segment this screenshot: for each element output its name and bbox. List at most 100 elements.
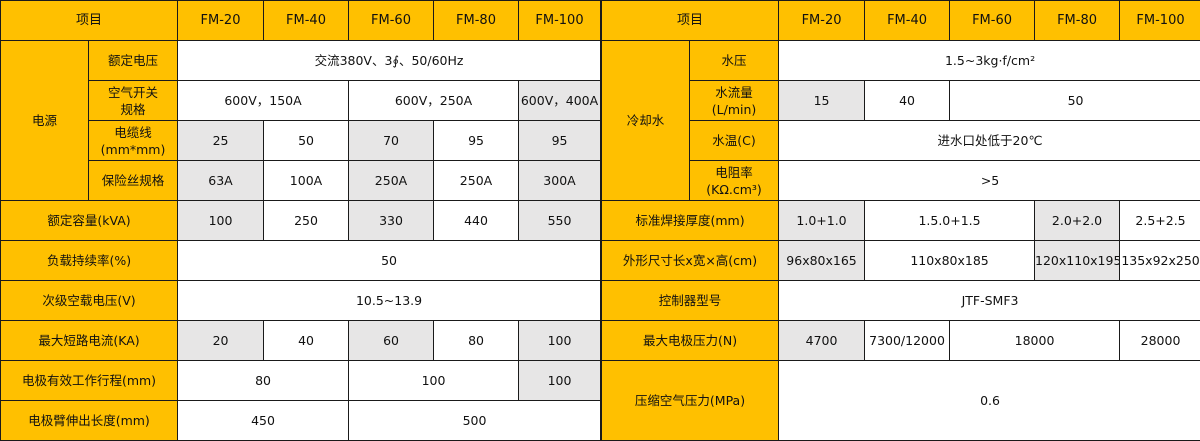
- table-row: 电极臂伸出长度(mm) 450 500: [0, 400, 602, 441]
- header-cell: 标准焊接厚度(mm): [601, 200, 780, 241]
- table-row: 水温(C) 进水口处低于20℃: [602, 120, 1200, 161]
- value-cell: 95: [518, 120, 602, 161]
- table-header-row: 项目 FM-20 FM-40 FM-60 FM-80 FM-100: [0, 0, 602, 41]
- value-cell: 2.0+2.0: [1034, 200, 1121, 241]
- value-cell: 10.5~13.9: [177, 280, 602, 321]
- header-cell: 电缆线 (mm*mm): [87, 120, 179, 161]
- header-cell: 电极臂伸出长度(mm): [0, 400, 179, 441]
- table-row: 空气开关 规格 600V，150A 600V，250A 600V，400A: [1, 80, 602, 121]
- header-cell: FM-20: [778, 0, 866, 41]
- value-cell: 进水口处低于20℃: [778, 120, 1200, 161]
- value-cell: 50: [263, 120, 350, 161]
- header-cell: 电极有效工作行程(mm): [0, 360, 179, 401]
- table-row: 控制器型号 JTF-SMF3: [601, 280, 1200, 321]
- table-row: 次级空载电压(V) 10.5~13.9: [0, 280, 602, 321]
- header-cell: 次级空载电压(V): [0, 280, 179, 321]
- table-row: 保险丝规格 63A 100A 250A 250A 300A: [1, 160, 602, 201]
- value-cell: 15: [778, 80, 866, 121]
- header-cell: 项目: [0, 0, 179, 41]
- value-cell: 250: [263, 200, 350, 241]
- value-cell: 96x80x165: [778, 240, 866, 281]
- header-cell: FM-60: [949, 0, 1036, 41]
- value-cell: 450: [177, 400, 350, 441]
- value-cell: 2.5+2.5: [1119, 200, 1200, 241]
- value-cell: 20: [177, 320, 265, 361]
- value-cell: 7300/12000: [864, 320, 951, 361]
- value-cell: 100: [348, 360, 520, 401]
- value-cell: 600V，250A: [348, 80, 520, 121]
- header-cell: FM-40: [263, 0, 350, 41]
- value-cell: 440: [433, 200, 520, 241]
- header-cell: 控制器型号: [601, 280, 780, 321]
- value-cell: 28000: [1119, 320, 1200, 361]
- header-cell: 最大电极压力(N): [601, 320, 780, 361]
- value-cell: 63A: [177, 160, 265, 201]
- spec-table-left: 项目 FM-20 FM-40 FM-60 FM-80 FM-100 电源 额定电压 交流380V…: [0, 0, 602, 441]
- value-cell: 18000: [949, 320, 1121, 361]
- header-cell: 负载持续率(%): [0, 240, 179, 281]
- header-cell: FM-100: [518, 0, 602, 41]
- value-cell: 600V，150A: [177, 80, 350, 121]
- table-row: 最大短路电流(KA) 20 40 60 80 100: [0, 320, 602, 361]
- value-cell: 300A: [518, 160, 602, 201]
- value-cell: 70: [348, 120, 435, 161]
- header-cell: FM-60: [348, 0, 435, 41]
- table-row: 负载持续率(%) 50: [0, 240, 602, 281]
- header-cell: 额定容量(kVA): [0, 200, 179, 241]
- value-cell: 0.6: [778, 360, 1200, 441]
- value-cell: 110x80x185: [864, 240, 1036, 281]
- table-row: 电缆线 (mm*mm) 25 50 70 95 95: [1, 120, 602, 161]
- header-cell: 水流量 (L/min): [689, 80, 780, 121]
- header-cell: 最大短路电流(KA): [0, 320, 179, 361]
- value-cell: 50: [177, 240, 602, 281]
- table-row: 外形尺寸长x宽×高(cm) 96x80x165 110x80x185 120x110x…: [601, 240, 1200, 281]
- spec-table-right: 项目 FM-20 FM-40 FM-60 FM-80 FM-100 冷却水 水压 1.5~3kg…: [601, 0, 1200, 441]
- header-cell: 空气开关 规格: [87, 80, 179, 121]
- value-cell: 1.5~3kg·f/cm²: [778, 40, 1200, 81]
- header-cell: FM-80: [433, 0, 520, 41]
- value-cell: 100: [177, 200, 265, 241]
- value-cell: 交流380V、3∮、50/60Hz: [177, 40, 602, 81]
- value-cell: 1.0+1.0: [778, 200, 866, 241]
- value-cell: 250A: [433, 160, 520, 201]
- value-cell: 250A: [348, 160, 435, 201]
- table-row: 额定容量(kVA) 100 250 330 440 550: [0, 200, 602, 241]
- header-cell: 外形尺寸长x宽×高(cm): [601, 240, 780, 281]
- header-cell: 冷却水: [601, 40, 691, 201]
- header-cell: 额定电压: [87, 40, 179, 81]
- value-cell: 135x92x250: [1119, 240, 1200, 281]
- table-row: 水流量 (L/min) 15 40 50: [602, 80, 1200, 121]
- value-cell: JTF-SMF3: [778, 280, 1200, 321]
- table-row: 电源 额定电压 交流380V、3∮、50/60Hz: [0, 40, 602, 201]
- header-cell: 压缩空气压力(MPa): [601, 360, 780, 441]
- table-row: 冷却水 水压 1.5~3kg·f/cm²: [601, 40, 1200, 201]
- header-cell: 电阻率 (KΩ.cm³): [689, 160, 780, 201]
- header-cell: 项目: [601, 0, 780, 41]
- header-cell: 电源: [0, 40, 89, 201]
- value-cell: 120x110x195: [1034, 240, 1121, 281]
- value-cell: 4700: [778, 320, 866, 361]
- value-cell: 100: [518, 320, 602, 361]
- table-row: 电极有效工作行程(mm) 80 100 100: [0, 360, 602, 401]
- value-cell: 100: [518, 360, 602, 401]
- value-cell: 25: [177, 120, 265, 161]
- value-cell: 60: [348, 320, 435, 361]
- header-cell: 保险丝规格: [87, 160, 179, 201]
- header-cell: FM-100: [1119, 0, 1200, 41]
- value-cell: 100A: [263, 160, 350, 201]
- value-cell: 80: [177, 360, 350, 401]
- header-cell: 水温(C): [689, 120, 780, 161]
- value-cell: 40: [263, 320, 350, 361]
- value-cell: 500: [348, 400, 602, 441]
- value-cell: 95: [433, 120, 520, 161]
- value-cell: 80: [433, 320, 520, 361]
- value-cell: 1.5.0+1.5: [864, 200, 1036, 241]
- table-row: 最大电极压力(N) 4700 7300/12000 18000 28000: [601, 320, 1200, 361]
- value-cell: >5: [778, 160, 1200, 201]
- table-header-row: 项目 FM-20 FM-40 FM-60 FM-80 FM-100: [601, 0, 1200, 41]
- value-cell: 330: [348, 200, 435, 241]
- header-cell: FM-80: [1034, 0, 1121, 41]
- header-cell: FM-20: [177, 0, 265, 41]
- value-cell: 600V，400A: [518, 80, 602, 121]
